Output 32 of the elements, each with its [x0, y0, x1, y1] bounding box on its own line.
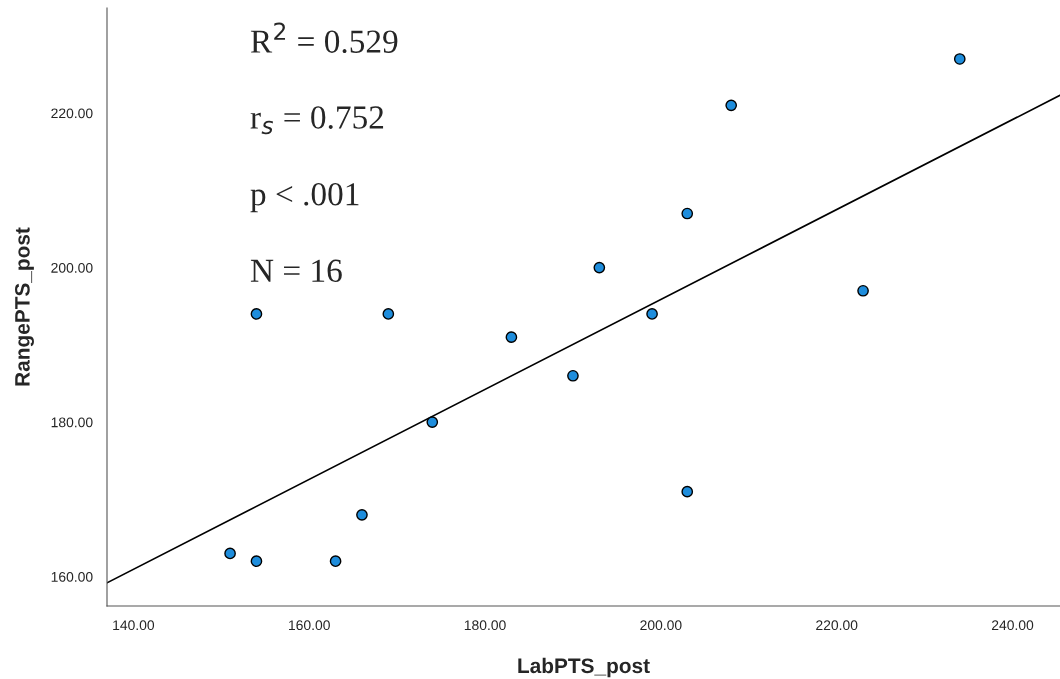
point	[857, 284, 869, 297]
x-tick-label: 160.00	[289, 620, 330, 631]
x-tick-label: 140.00	[113, 620, 155, 631]
point	[505, 331, 518, 343]
y-tick-label: 180.00	[51, 417, 93, 428]
point	[356, 508, 368, 521]
y-axis-title: RangePTS_post	[15, 227, 34, 386]
point	[953, 53, 966, 65]
point	[224, 547, 236, 560]
point	[250, 555, 263, 568]
annotation: p < .001	[250, 182, 359, 213]
point	[681, 485, 694, 498]
y-tick-label: 220.00	[51, 108, 93, 119]
point	[725, 99, 738, 112]
point	[681, 207, 694, 220]
x-tick-label: 240.00	[991, 620, 1034, 631]
annotation: R$^{2}$ = 0.529	[250, 22, 398, 54]
y-tick-label: 160.00	[51, 571, 93, 582]
point	[426, 416, 439, 428]
annotation: r$_{s}$ = 0.752	[250, 106, 384, 135]
x-axis-title: LabPTS_post	[518, 657, 650, 678]
point	[382, 308, 395, 320]
y-tick-label: 200.00	[51, 262, 93, 273]
point	[329, 555, 342, 568]
point	[567, 369, 579, 382]
point	[593, 261, 606, 274]
point	[250, 308, 263, 320]
x-tick-label: 180.00	[464, 620, 506, 631]
point	[646, 308, 658, 320]
x-tick-label: 200.00	[640, 620, 682, 631]
annotation: N = 16	[250, 259, 342, 283]
x-tick-label: 220.00	[816, 620, 858, 631]
